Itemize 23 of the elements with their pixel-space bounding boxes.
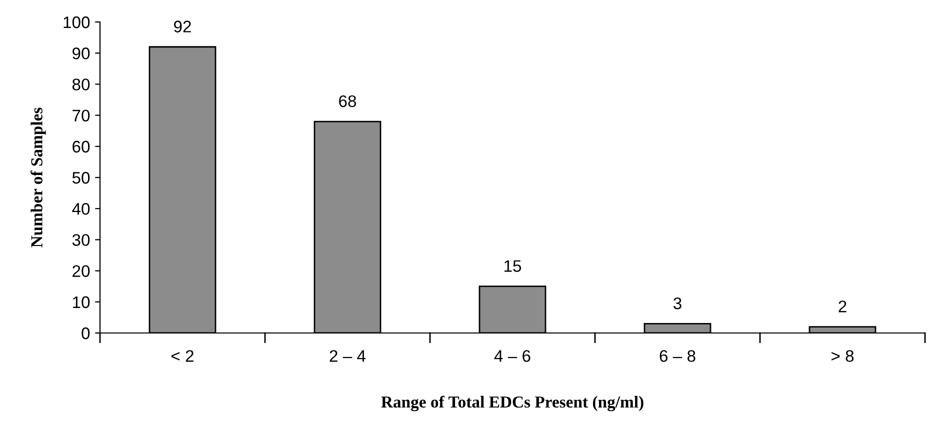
data-label: 3 [674, 297, 682, 310]
y-tick-label: 50 [72, 172, 90, 184]
y-tick-label: 20 [72, 265, 90, 278]
y-tick-label: 10 [73, 296, 90, 308]
y-tick-label: 90 [72, 48, 90, 60]
y-tick-label: 70 [72, 110, 90, 122]
y-tick-label: 100 [64, 16, 90, 28]
x-tick-label: < 2 [172, 350, 194, 362]
x-tick-label: 4 – 6 [494, 350, 530, 362]
y-tick-label: 0 [82, 327, 90, 340]
y-axis-title: Number of Samples [30, 108, 46, 248]
y-tick-label: 60 [72, 140, 90, 153]
data-label: 15 [504, 260, 522, 272]
data-label: 92 [174, 20, 191, 32]
x-tick-label: 6 – 8 [660, 350, 696, 362]
x-tick-label: > 8 [832, 350, 854, 362]
y-tick-label: 40 [72, 203, 90, 215]
x-axis-title: Range of Total EDCs Present (ng/ml) [381, 396, 644, 412]
x-tick-label: 2 – 4 [330, 350, 366, 362]
y-tick-label: 30 [72, 234, 90, 246]
data-label: 2 [838, 300, 846, 312]
data-label: 68 [339, 95, 356, 108]
y-tick-label: 80 [72, 78, 90, 90]
